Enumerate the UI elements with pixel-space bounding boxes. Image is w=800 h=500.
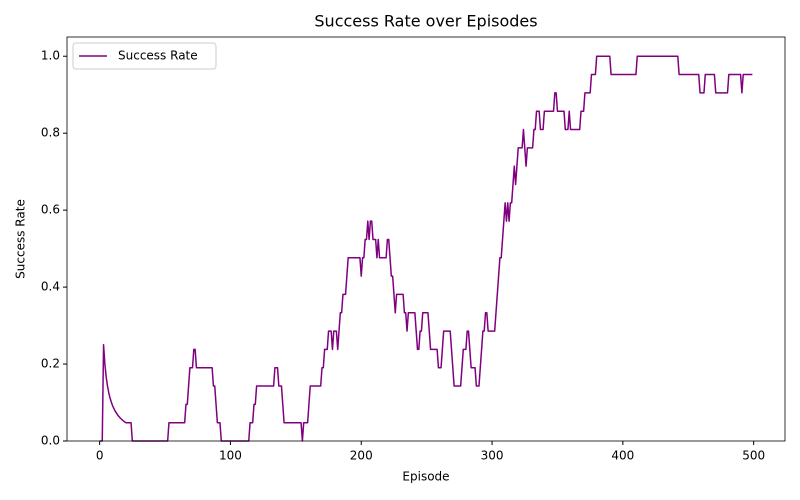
y-tick-label: 0.6 bbox=[41, 203, 60, 217]
y-tick-label: 0.4 bbox=[41, 280, 60, 294]
x-tick-label: 300 bbox=[481, 449, 504, 463]
x-axis-label: Episode bbox=[402, 470, 449, 484]
x-tick-label: 200 bbox=[350, 449, 373, 463]
y-tick-label: 0.8 bbox=[41, 126, 60, 140]
y-tick-label: 0.0 bbox=[41, 434, 60, 448]
y-axis-label: Success Rate bbox=[14, 199, 28, 279]
line bbox=[99, 55, 753, 442]
legend-box bbox=[72, 42, 217, 70]
plot-frame bbox=[66, 36, 786, 442]
x-tick-label: 100 bbox=[219, 449, 242, 463]
chart-title: Success Rate over Episodes bbox=[314, 12, 537, 31]
y-tick-label: 0.2 bbox=[41, 357, 60, 371]
y-tick-label: 1.0 bbox=[41, 49, 60, 63]
legend: Success Rate bbox=[72, 42, 217, 70]
x-tick-label: 500 bbox=[742, 449, 765, 463]
legend-label: Success Rate bbox=[118, 49, 198, 63]
x-tick-label: 400 bbox=[611, 449, 634, 463]
x-tick-label: 0 bbox=[96, 449, 104, 463]
